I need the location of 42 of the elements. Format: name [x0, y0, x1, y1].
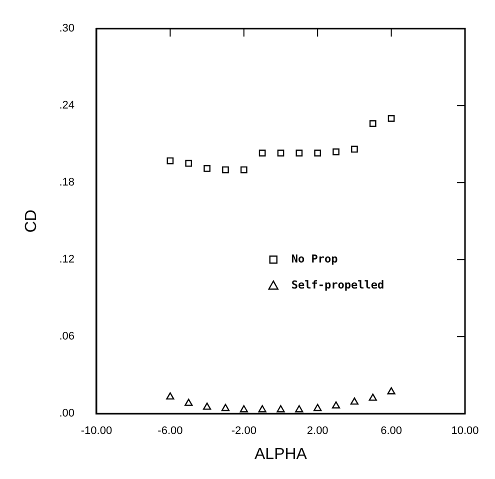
point	[332, 148, 340, 156]
y-tick-label: .00	[59, 408, 74, 420]
point	[369, 120, 376, 127]
point	[185, 160, 192, 167]
y-tick-label: .12	[59, 254, 74, 266]
y-tick-label: .24	[59, 100, 74, 112]
x-tick-label: 10.00	[451, 425, 479, 438]
point	[221, 404, 230, 412]
point	[184, 398, 193, 406]
x-axis-title: ALPHA	[254, 446, 308, 463]
point	[295, 405, 304, 412]
point	[204, 165, 210, 172]
point	[387, 387, 396, 394]
point	[314, 404, 322, 412]
point	[368, 394, 377, 401]
point	[351, 146, 358, 153]
point	[258, 405, 266, 412]
point	[277, 150, 284, 157]
point	[296, 150, 303, 157]
legend-label: Self-propelled	[291, 278, 384, 292]
y-tick-label: .30	[59, 22, 74, 35]
y-tick-label: .18	[59, 176, 74, 189]
point	[166, 157, 174, 164]
point	[240, 405, 248, 412]
point	[350, 397, 359, 405]
point	[332, 401, 340, 408]
point	[166, 392, 174, 400]
legend-label: No Prop	[291, 252, 338, 266]
x-tick-label: 2.00	[306, 425, 328, 438]
x-tick-label: -10.00	[80, 425, 112, 438]
point	[258, 150, 266, 157]
point	[388, 115, 395, 122]
point	[240, 166, 248, 174]
y-tick-label: .06	[59, 330, 74, 343]
y-axis-title: CD	[23, 210, 40, 233]
point	[276, 405, 285, 412]
point	[202, 402, 212, 410]
point	[222, 166, 229, 174]
x-tick-label: -2.00	[231, 425, 256, 438]
x-tick-label: 6.00	[380, 425, 402, 438]
point	[314, 150, 322, 157]
x-tick-label: -6.00	[158, 425, 183, 438]
